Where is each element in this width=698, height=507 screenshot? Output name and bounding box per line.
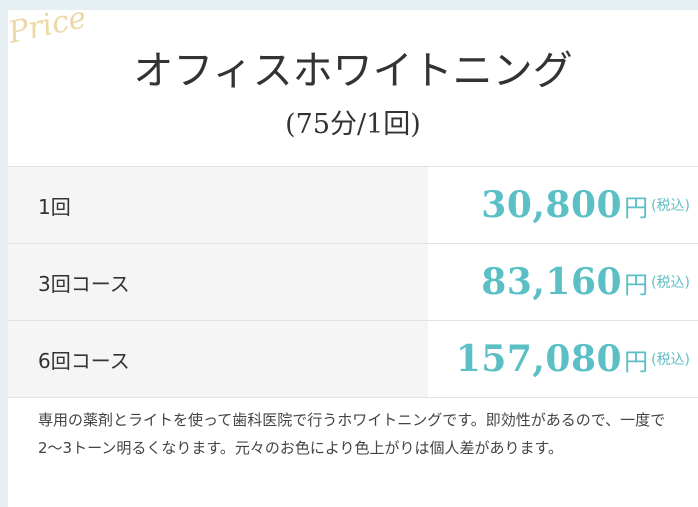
price-unit: 円 bbox=[624, 193, 649, 222]
table-row: 3回コース 83,160 円 (税込) bbox=[8, 244, 698, 321]
row-label: 1回 bbox=[38, 194, 71, 219]
row-label: 6回コース bbox=[38, 348, 130, 373]
price-cell: 157,080 円 (税込) bbox=[428, 321, 698, 397]
row-label-cell: 6回コース bbox=[8, 321, 428, 397]
price: 30,800 bbox=[481, 184, 623, 226]
tax-note: (税込) bbox=[651, 275, 690, 291]
price-card: Price オフィスホワイトニング (75分/1回) 1回 30,800 円 (税込)… bbox=[5, 0, 698, 507]
title: オフィスホワイトニング bbox=[133, 48, 573, 94]
tax-note: (税込) bbox=[651, 198, 690, 214]
row-label-cell: 1回 bbox=[8, 167, 428, 243]
price-unit: 円 bbox=[624, 270, 649, 299]
subtitle: (75分/1回) bbox=[285, 109, 421, 140]
price-cell: 30,800 円 (税込) bbox=[428, 167, 698, 243]
tax-note: (税込) bbox=[651, 352, 690, 368]
table-row: 1回 30,800 円 (税込) bbox=[8, 167, 698, 244]
table-row: 6回コース 157,080 円 (税込) bbox=[8, 321, 698, 398]
price-table: 1回 30,800 円 (税込) 3回コース 83,160 円 (税込) 6回コース 157,08… bbox=[8, 166, 698, 398]
row-label-cell: 3回コース bbox=[8, 244, 428, 320]
price: 157,080 bbox=[455, 338, 623, 380]
row-label: 3回コース bbox=[38, 271, 130, 296]
note: 専用の薬剤とライトを使って歯科医院で行うホワイトニングです。即効性があるので、一… bbox=[38, 411, 666, 457]
price-cell: 83,160 円 (税込) bbox=[428, 244, 698, 320]
price-unit: 円 bbox=[624, 347, 649, 376]
price: 83,160 bbox=[481, 261, 623, 303]
